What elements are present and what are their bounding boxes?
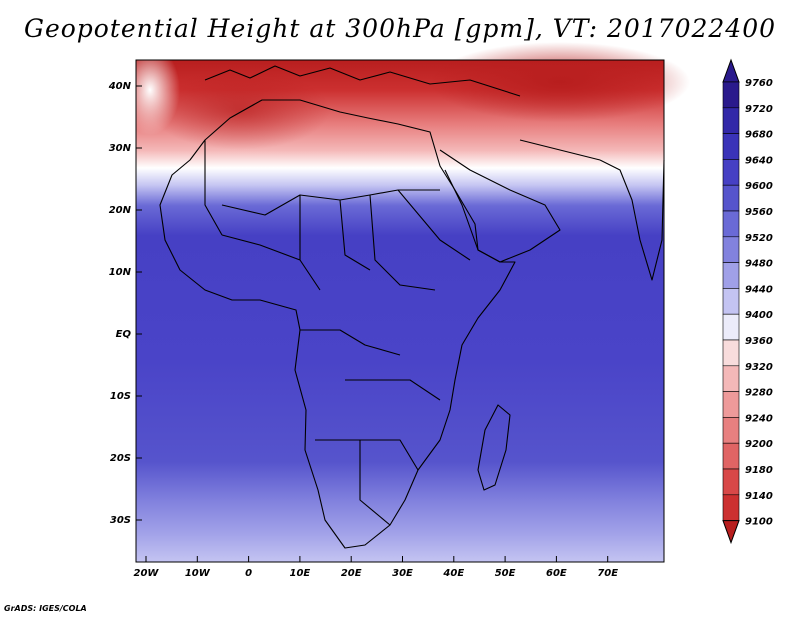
colorbar-level-label: 9320: [745, 362, 773, 373]
colorbar-segment: [722, 262, 740, 289]
colorbar-level-label: 9180: [745, 465, 773, 476]
colorbar-segment: [722, 339, 740, 367]
colorbar-segment: [722, 417, 740, 444]
chart-title: Geopotential Height at 300hPa [gpm], VT:…: [23, 14, 777, 43]
colorbar-level-label: 9140: [745, 491, 773, 502]
colorbar-segment: [722, 107, 740, 134]
colorbar-level-label: 9200: [745, 439, 773, 450]
lon-tick-label: 0: [245, 568, 252, 579]
colorbar-segment: [722, 468, 740, 496]
colorbar-segment: [722, 391, 740, 418]
colorbar-level-label: 9400: [745, 310, 773, 321]
colorbar-bottom-arrow: [722, 520, 740, 545]
coastlines: [159, 65, 665, 549]
lat-tick-label: 20N: [109, 205, 132, 216]
lon-tick-label: 20W: [134, 568, 160, 579]
grads-credit: GrADS: IGES/COLA: [4, 604, 87, 613]
colorbar-segment: [722, 236, 740, 263]
colorbar-segment: [722, 184, 740, 212]
colorbar-level-label: 9100: [745, 517, 773, 528]
lon-tick-label: 40E: [442, 568, 464, 579]
lon-tick-label: 10W: [185, 568, 211, 579]
longitude-axis: 20W 10W 0 10E 20E 30E 40E 50E 60E 70E: [134, 556, 618, 579]
colorbar-segment: [722, 210, 740, 238]
lon-tick-label: 20E: [341, 568, 362, 579]
colorbar: 9760 9720 9680 9640 9600 9560 9520 9480 9440 9400…: [722, 58, 773, 545]
colorbar-level-label: 9480: [745, 259, 773, 270]
colorbar-level-label: 9600: [745, 181, 773, 192]
colorbar-segment: [722, 365, 740, 392]
lon-tick-label: 30E: [392, 568, 413, 579]
lat-tick-label: 10S: [110, 391, 131, 402]
lat-tick-label: 10N: [109, 267, 132, 278]
colorbar-level-label: 9440: [745, 284, 773, 295]
colorbar-level-label: 9360: [745, 336, 773, 347]
colorbar-segment: [722, 81, 740, 109]
colorbar-level-label: 9760: [745, 78, 773, 89]
colorbar-segment: [722, 494, 740, 521]
colorbar-level-label: 9680: [745, 130, 773, 141]
colorbar-segment: [722, 442, 740, 470]
lat-tick-label: 30S: [110, 515, 131, 526]
lon-tick-label: 70E: [597, 568, 618, 579]
colorbar-top-arrow: [722, 58, 740, 83]
colorbar-level-label: 9280: [745, 388, 773, 399]
colorbar-level-label: 9720: [745, 104, 773, 115]
lon-tick-label: 10E: [290, 568, 311, 579]
lon-tick-label: 50E: [495, 568, 516, 579]
lat-tick-label: EQ: [116, 329, 132, 340]
colorbar-level-label: 9520: [745, 233, 773, 244]
field-west-light: [120, 45, 180, 135]
lat-tick-label: 30N: [109, 143, 132, 154]
latitude-axis: 40N 30N 20N 10N EQ 10S 20S 30S: [108, 81, 142, 526]
colorbar-level-label: 9560: [745, 207, 773, 218]
lon-tick-label: 60E: [546, 568, 567, 579]
colorbar-segment: [722, 133, 740, 160]
colorbar-level-label: 9640: [745, 155, 773, 166]
colorbar-level-label: 9240: [745, 413, 773, 424]
colorbar-segment: [722, 159, 740, 186]
field-red-core: [430, 42, 690, 122]
lat-tick-label: 20S: [110, 453, 131, 464]
lat-tick-label: 40N: [108, 81, 132, 92]
plot-frame: [135, 59, 665, 563]
colorbar-segment: [722, 288, 740, 315]
field-red-core-west: [150, 70, 330, 150]
colorbar-segment: [722, 313, 740, 341]
